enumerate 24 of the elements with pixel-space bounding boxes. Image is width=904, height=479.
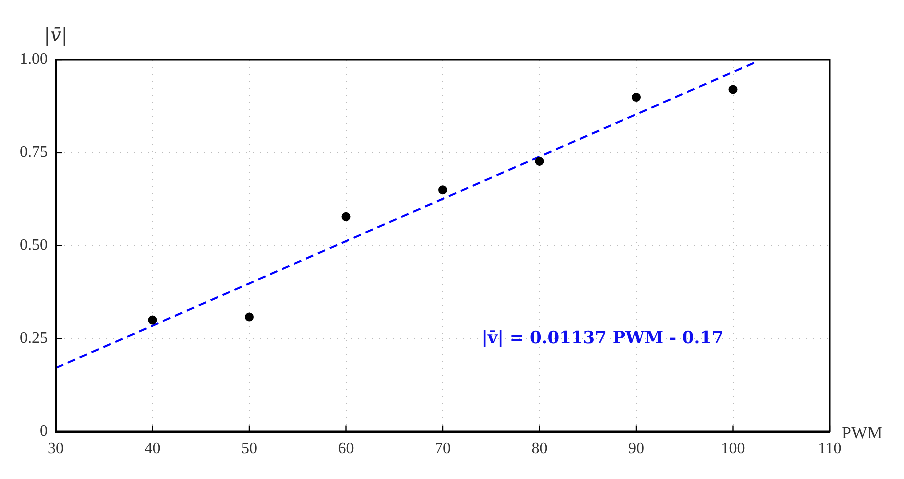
y-tick-label: 0.25: [20, 330, 48, 348]
y-tick-label: 0: [40, 423, 48, 440]
y-tick-label: 0.50: [20, 237, 48, 254]
point: [342, 212, 351, 222]
point: [728, 85, 738, 94]
x-tick-label: 70: [435, 440, 451, 458]
point: [148, 316, 158, 325]
y-axis-title: |v̄|: [44, 24, 68, 46]
y-tick-label: 0.75: [20, 144, 48, 162]
x-tick-label: 100: [721, 440, 746, 458]
x-tick-label: 90: [628, 440, 644, 458]
annotation: |v̄| = 0.01137 PWM - 0.17: [482, 328, 724, 348]
x-tick-label: 60: [338, 440, 354, 458]
x-tick-label: 80: [532, 440, 548, 458]
x-tick-label: 50: [242, 440, 258, 458]
x-tick-label: 30: [48, 440, 64, 458]
x-tick-label: 110: [818, 440, 842, 458]
point: [438, 186, 448, 195]
x-axis-title: PWM: [842, 423, 883, 442]
y-tick-label: 1.00: [20, 51, 48, 68]
point: [535, 157, 544, 166]
point: [632, 93, 641, 102]
point: [245, 312, 254, 322]
x-tick-label: 40: [144, 440, 161, 458]
